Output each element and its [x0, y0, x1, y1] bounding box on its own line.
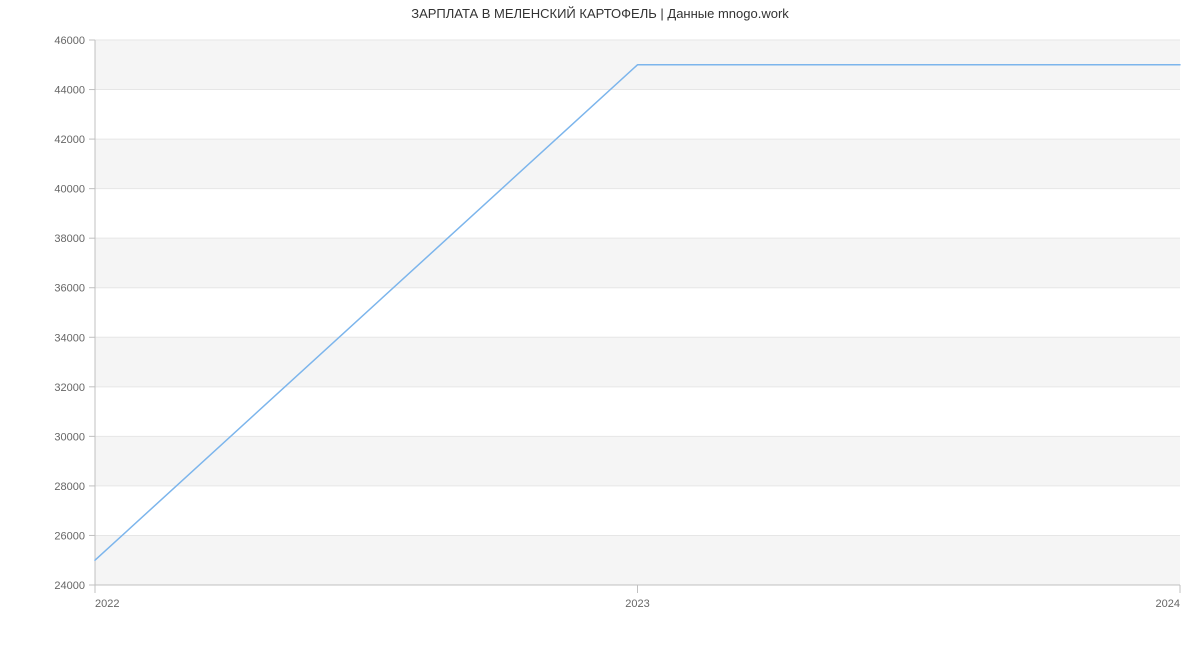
y-tick-label: 42000	[54, 134, 85, 146]
y-tick-label: 24000	[54, 580, 85, 592]
chart-svg: 24000 26000 28000 30000 32000 34000 36000 38000…	[0, 0, 1200, 650]
y-tick-label: 34000	[54, 332, 85, 344]
plot-band	[95, 90, 1180, 140]
y-tick-label: 46000	[54, 35, 85, 47]
y-tick-label: 44000	[54, 85, 85, 97]
plot-band	[95, 189, 1180, 239]
plot-band	[95, 288, 1180, 338]
x-tick-label: 2024	[1156, 598, 1180, 610]
plot-band	[95, 238, 1180, 288]
y-tick-label: 40000	[54, 184, 85, 196]
chart-container: ЗАРПЛАТА В МЕЛЕНСКИЙ КАРТОФЕЛЬ | Данные …	[0, 0, 1200, 650]
y-tick-label: 36000	[54, 283, 85, 295]
y-tick-label: 38000	[54, 233, 85, 245]
y-tick-label: 32000	[54, 382, 85, 394]
plot-band	[95, 535, 1180, 585]
plot-band	[95, 139, 1180, 189]
y-tick-label: 28000	[54, 481, 85, 493]
x-tick-label: 2022	[95, 598, 119, 610]
plot-band	[95, 486, 1180, 536]
plot-band	[95, 436, 1180, 486]
plot-band	[95, 337, 1180, 387]
y-tick-label: 26000	[54, 530, 85, 542]
y-tick-label: 30000	[54, 431, 85, 443]
x-tick-label: 2023	[625, 598, 649, 610]
